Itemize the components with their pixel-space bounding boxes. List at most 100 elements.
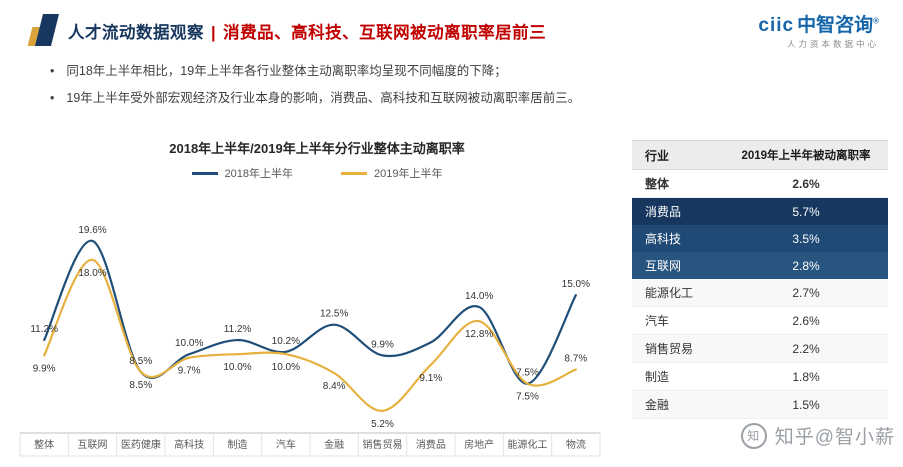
- legend-label-2018: 2018年上半年: [224, 168, 293, 180]
- industry-cell: 消费品: [645, 205, 682, 219]
- table-row: 互联网 2.8%: [632, 252, 888, 279]
- point-label: 10.0%: [175, 338, 203, 349]
- page-title: 人才流动数据观察 | 消费品、高科技、互联网被动离职率居前三: [68, 19, 546, 43]
- title-separator: |: [211, 24, 217, 42]
- point-label: 8.4%: [323, 381, 346, 392]
- table-row: 整体 2.6%: [632, 170, 888, 198]
- point-label: 12.5%: [320, 309, 348, 320]
- industry-cell: 互联网: [645, 259, 682, 273]
- rate-cell: 3.5%: [792, 231, 820, 246]
- x-axis-label: 物流: [566, 438, 586, 451]
- passive-turnover-table: 行业 2019年上半年被动离职率 整体 2.6% 消费品 5.7% 高科技 3.5% 互联网…: [632, 140, 888, 419]
- chart-legend: 2018年上半年 2019年上半年: [10, 165, 624, 181]
- rate-cell: 1.8%: [792, 369, 820, 384]
- legend-item-2019: 2019年上半年: [341, 165, 442, 181]
- zhihu-icon: 知: [740, 422, 767, 449]
- table-row: 消费品 5.7%: [632, 198, 888, 225]
- table-row: 高科技 3.5%: [632, 225, 888, 252]
- x-axis-label: 销售贸易: [363, 438, 403, 451]
- brand-logo: ciic 中智咨询® 人力资本数据中心: [758, 14, 879, 50]
- x-axis-label: 能源化工: [508, 438, 548, 451]
- point-label: 10.0%: [223, 362, 251, 373]
- industry-cell: 汽车: [645, 314, 670, 328]
- x-axis-label: 金融: [324, 438, 344, 451]
- watermark-text: 知乎@智小薪: [774, 427, 895, 448]
- table-row: 制造 1.8%: [632, 363, 888, 391]
- rate-cell: 1.5%: [792, 397, 820, 412]
- point-label: 9.9%: [33, 363, 56, 374]
- rate-cell: 2.6%: [792, 313, 820, 328]
- legend-label-2019: 2019年上半年: [374, 168, 443, 180]
- point-label: 11.2%: [30, 324, 58, 335]
- x-axis-label: 消费品: [416, 438, 446, 451]
- bullet-text: 同18年上半年相比，19年上半年各行业整体主动离职率均呈现不同幅度的下降；: [66, 64, 507, 78]
- x-axis-label: 互联网: [78, 439, 108, 451]
- turnover-chart-svg: 整体 互联网 医药健康 高科技 制造 汽车 金融 销售贸易 消费品 房地产 能源化工 物流 11.2% 1…: [19, 225, 601, 457]
- brand-tagline: 人力资本数据中心: [786, 38, 879, 49]
- industry-cell: 高科技: [645, 232, 682, 246]
- turnover-table-body: 整体 2.6% 消费品 5.7% 高科技 3.5% 互联网 2.8% 能源化工 2.7% 汽车 2.6…: [632, 170, 888, 419]
- turnover-chart-section: 2018年上半年/2019年上半年分行业整体主动离职率 2018年上半年 201…: [10, 138, 624, 463]
- summary-bullets: • 同18年上半年相比，19年上半年各行业整体主动离职率均呈现不同幅度的下降； •…: [50, 63, 863, 117]
- point-label: 19.6%: [78, 225, 106, 236]
- table-row: 能源化工 2.7%: [632, 279, 888, 307]
- point-label: 18.0%: [78, 268, 106, 279]
- title-highlight: 消费品、高科技、互联网被动离职率居前三: [223, 24, 547, 42]
- table-header-rate: 2019年上半年被动离职率: [741, 150, 871, 162]
- chart-title: 2018年上半年/2019年上半年分行业整体主动离职率: [169, 141, 465, 156]
- bullet-dot: •: [50, 90, 55, 105]
- bullet-text: 19年上半年受外部宏观经济及行业本身的影响，消费品、高科技和互联网被动离职率居前…: [66, 90, 581, 105]
- point-label: 8.7%: [564, 354, 587, 365]
- point-label: 9.7%: [178, 366, 201, 377]
- bullet-item: • 同18年上半年相比，19年上半年各行业整体主动离职率均呈现不同幅度的下降；: [50, 63, 863, 80]
- point-label: 15.0%: [562, 279, 590, 290]
- table-row: 金融 1.5%: [632, 391, 888, 419]
- point-label: 10.0%: [272, 362, 300, 373]
- bullet-item: • 19年上半年受外部宏观经济及行业本身的影响，消费品、高科技和互联网被动离职率居…: [50, 90, 863, 107]
- x-axis-label: 高科技: [174, 438, 204, 451]
- x-axis-label: 医药健康: [121, 438, 161, 451]
- point-label: 9.1%: [419, 373, 442, 384]
- x-axis-label: 整体: [34, 438, 54, 451]
- point-label: 14.0%: [465, 291, 493, 302]
- point-label: 12.8%: [465, 329, 493, 340]
- point-label: 11.2%: [224, 324, 252, 335]
- point-label: 5.2%: [371, 419, 394, 430]
- industry-cell: 销售贸易: [645, 342, 694, 356]
- point-label: 7.5%: [516, 368, 539, 379]
- slide-header: 人才流动数据观察 | 消费品、高科技、互联网被动离职率居前三 ciic 中智咨询® 人…: [27, 14, 879, 50]
- rate-cell: 5.7%: [792, 204, 820, 219]
- rate-cell: 2.2%: [792, 341, 820, 356]
- legend-swatch-2018: [191, 171, 218, 175]
- watermark: 知 知乎@智小薪: [740, 422, 895, 449]
- title-accent: [27, 14, 59, 46]
- table-header-row: 行业 2019年上半年被动离职率: [632, 140, 888, 170]
- accent-navy-bar: [35, 14, 59, 46]
- industry-cell: 制造: [645, 370, 670, 384]
- point-label: 9.9%: [371, 339, 394, 350]
- table-row: 汽车 2.6%: [632, 307, 888, 335]
- brand-wordmark: ciic 中智咨询®: [758, 16, 879, 36]
- rate-cell: 2.7%: [792, 285, 820, 300]
- industry-cell: 能源化工: [645, 286, 694, 300]
- series-line: [43, 239, 577, 385]
- legend-item-2018: 2018年上半年: [191, 165, 293, 181]
- point-label: 7.5%: [516, 392, 539, 403]
- point-label: 10.2%: [272, 336, 300, 347]
- title-topic: 人才流动数据观察: [68, 24, 204, 42]
- point-label: 8.5%: [129, 356, 152, 367]
- industry-cell: 金融: [645, 398, 670, 412]
- brand-en: ciic: [758, 15, 795, 36]
- rate-cell: 2.8%: [792, 258, 820, 273]
- series-line: [43, 258, 577, 412]
- industry-cell: 整体: [645, 177, 670, 191]
- brand-cn: 中智咨询: [797, 15, 874, 36]
- registered-mark: ®: [873, 16, 879, 26]
- x-axis-label: 汽车: [276, 438, 296, 451]
- table-header-industry: 行业: [645, 148, 670, 163]
- x-axis-label: 房地产: [464, 438, 494, 451]
- legend-swatch-2019: [341, 171, 367, 175]
- x-axis-label: 制造: [228, 438, 248, 451]
- point-label: 8.5%: [129, 380, 152, 391]
